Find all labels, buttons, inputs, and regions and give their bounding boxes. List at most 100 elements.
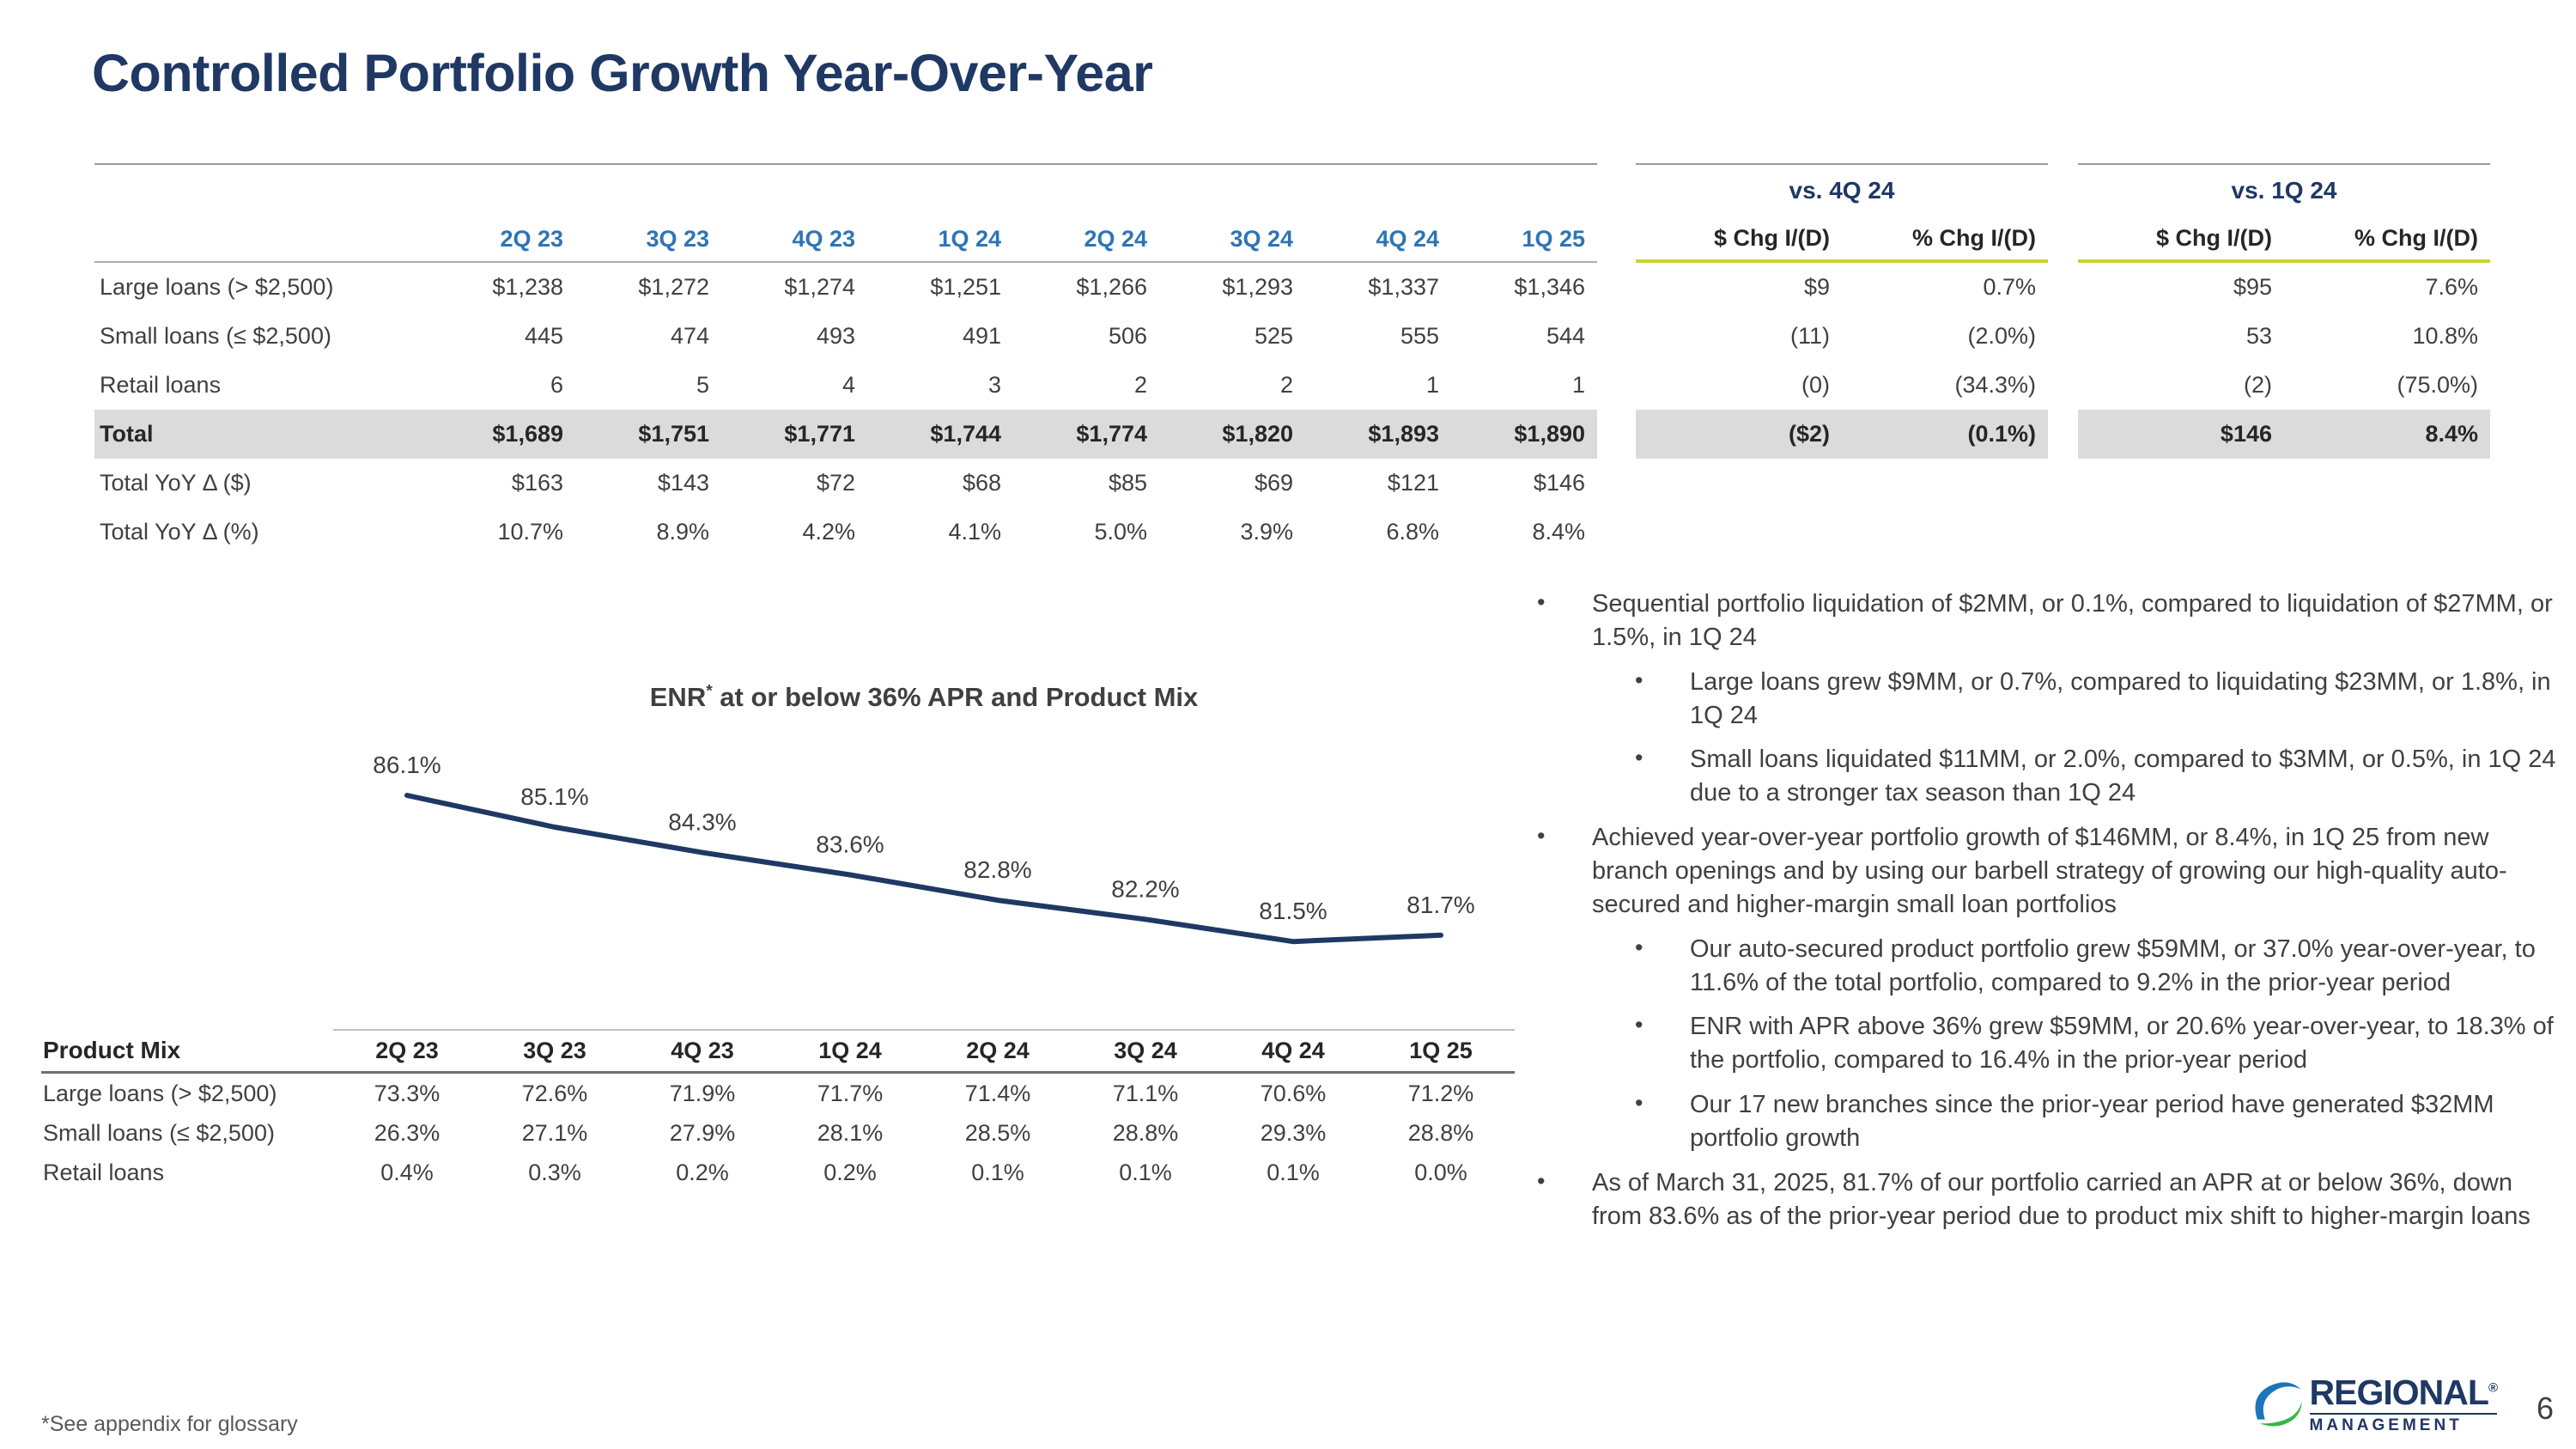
company-logo: REGIONAL® MANAGEMENT [2248, 1373, 2498, 1434]
row-label: Total [94, 410, 429, 459]
chg-value-cell: (11) [1789, 323, 1830, 349]
corner-cell [94, 216, 429, 263]
pm-quarter-header: 2Q 24 [924, 1029, 1072, 1074]
chg-value-cell [1842, 459, 2048, 508]
value-cell: 8.4% [1532, 519, 1585, 545]
value-cell: 506 [1108, 323, 1147, 349]
bullet-marker: • [1537, 1167, 1546, 1194]
bullet-item: • Small loans liquidated $11MM, or 2.0%, … [1530, 743, 2562, 810]
product-mix-table: Product Mix 2Q 23 3Q 23 4Q 23 1Q 24 2Q 24 3Q 2… [41, 1029, 1515, 1192]
value-cell: $1,251 [930, 274, 1001, 300]
quarter-header: 2Q 23 [429, 216, 575, 263]
value-cell: 445 [524, 323, 563, 349]
spacer [2048, 508, 2078, 557]
pm-value-cell: 28.8% [1407, 1119, 1474, 1146]
enr-line-chart: 86.1% 85.1% 84.3% 83.6% 82.8% 82.2% 81.5% 81.7% [373, 752, 1475, 945]
chg-value-cell [1636, 459, 1842, 508]
value-cell: $1,266 [1076, 274, 1147, 300]
bullet-text: Our auto-secured product portfolio grew … [1690, 935, 2536, 996]
chg-value-cell: $9 [1803, 274, 1830, 300]
spacer [2048, 216, 2078, 263]
bullet-marker: • [1635, 1012, 1643, 1038]
bullet-text: Large loans grew $9MM, or 0.7%, compared… [1690, 667, 2551, 729]
value-cell: 6.8% [1386, 519, 1439, 545]
value-cell: 493 [816, 323, 855, 349]
chart-data-label: 82.2% [1111, 875, 1179, 902]
chg-value-cell: 53 [2245, 323, 2272, 349]
bullet-item: • Achieved year-over-year portfolio growt… [1530, 821, 2562, 922]
pm-value-cell: 70.6% [1260, 1080, 1327, 1106]
value-cell: $1,274 [784, 274, 855, 300]
value-cell: $1,744 [867, 410, 1013, 459]
value-cell: $1,293 [1222, 274, 1293, 300]
pm-value-cell: 0.1% [1267, 1159, 1320, 1185]
pm-quarter-header: 3Q 23 [481, 1029, 629, 1074]
portfolio-growth-table: vs. 4Q 24 vs. 1Q 24 2Q 23 3Q 23 4Q 23 1Q 24 2Q… [94, 163, 2490, 557]
chg-value-cell: 8.4% [2284, 410, 2490, 459]
value-cell: $72 [816, 470, 855, 496]
pm-value-cell: 71.2% [1407, 1080, 1474, 1106]
spacer [1597, 163, 1636, 216]
spacer [2048, 361, 2078, 410]
chg-value-cell: $95 [2233, 274, 2272, 300]
value-cell: 4 [841, 372, 855, 398]
chart-title-footnote-marker: * [706, 682, 713, 701]
chg-value-cell [2284, 508, 2490, 557]
logo-line1: REGIONAL® [2309, 1373, 2498, 1412]
pm-row-label: Small loans (≤ $2,500) [43, 1119, 275, 1146]
chg-value-cell: 7.6% [2425, 274, 2478, 300]
chg-column-header: % Chg I/(D) [2284, 216, 2490, 263]
chart-data-label: 82.8% [963, 856, 1031, 883]
pm-row-label: Large loans (> $2,500) [43, 1080, 277, 1106]
chart-title-prefix: ENR [649, 682, 707, 712]
chg-value-cell [2078, 459, 2284, 508]
main-table-top-rule [94, 163, 1597, 216]
spacer [1597, 459, 1636, 508]
pm-quarter-header: 3Q 24 [1072, 1029, 1219, 1074]
spacer [1597, 312, 1636, 361]
value-cell: 3 [987, 372, 1001, 398]
bullet-item: • Our 17 new branches since the prior-yea… [1530, 1088, 2562, 1155]
bullet-item: • As of March 31, 2025, 81.7% of our port… [1530, 1166, 2562, 1233]
chg-value-cell: (0) [1801, 372, 1830, 398]
bullet-text: Achieved year-over-year portfolio growth… [1592, 824, 2507, 918]
chg-value-cell: 10.8% [2412, 323, 2478, 349]
spacer [2048, 263, 2078, 312]
value-cell: $121 [1387, 470, 1439, 496]
pm-value-cell: 27.9% [669, 1119, 736, 1146]
row-label: Total YoY Δ (%) [100, 519, 259, 545]
chg-value-cell: (2.0%) [1967, 323, 2036, 349]
chg-value-cell: (75.0%) [2397, 372, 2478, 398]
value-cell: 6 [550, 372, 563, 398]
value-cell: $1,820 [1159, 410, 1305, 459]
value-cell: $68 [962, 470, 1001, 496]
value-cell: $1,890 [1451, 410, 1597, 459]
value-cell: $1,272 [638, 274, 709, 300]
value-cell: $1,771 [721, 410, 867, 459]
footnote: *See appendix for glossary [41, 1412, 298, 1436]
row-label: Retail loans [100, 372, 222, 398]
value-cell: 5.0% [1094, 519, 1147, 545]
pm-value-cell: 71.7% [817, 1080, 884, 1106]
pm-quarter-header: 4Q 24 [1219, 1029, 1367, 1074]
value-cell: $1,346 [1514, 274, 1585, 300]
quarter-header: 4Q 24 [1305, 216, 1451, 263]
pm-value-cell: 0.1% [971, 1159, 1024, 1185]
chg-column-header: $ Chg I/(D) [2078, 216, 2284, 263]
pm-value-cell: 28.1% [817, 1119, 884, 1146]
spacer [2048, 459, 2078, 508]
chg-value-cell: (34.3%) [1954, 372, 2036, 398]
value-cell: $163 [511, 470, 563, 496]
bullet-item: • Our auto-secured product portfolio grew… [1530, 933, 2562, 1000]
chg-value-cell: (2) [2244, 372, 2272, 398]
value-cell: 3.9% [1240, 519, 1293, 545]
logo-line2: MANAGEMENT [2309, 1413, 2497, 1434]
value-cell: 2 [1133, 372, 1147, 398]
pm-quarter-header: 4Q 23 [629, 1029, 776, 1074]
value-cell: 525 [1254, 323, 1293, 349]
page-title: Controlled Portfolio Growth Year-Over-Ye… [92, 44, 1153, 102]
pm-value-cell: 0.2% [676, 1159, 729, 1185]
value-cell: 4.2% [802, 519, 855, 545]
pm-value-cell: 28.5% [964, 1119, 1031, 1146]
